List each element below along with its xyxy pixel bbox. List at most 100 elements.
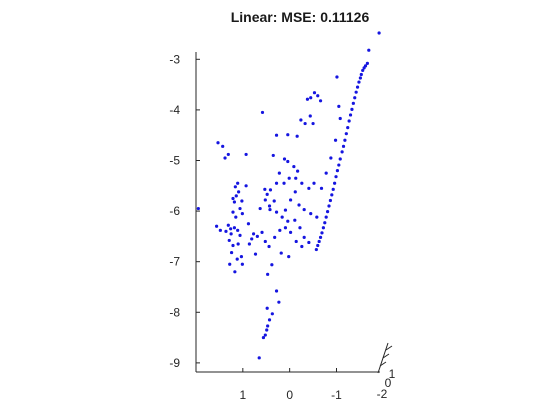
scatter-point (286, 159, 290, 164)
scatter-point (331, 187, 335, 191)
scatter-point (293, 190, 297, 194)
scatter-point (271, 153, 275, 158)
scatter-point (252, 232, 256, 236)
scatter-point (300, 244, 304, 249)
scatter-point (324, 215, 328, 219)
scatter-point (267, 204, 272, 208)
scatter-point (231, 196, 235, 201)
scatter-point (261, 335, 266, 340)
scatter-point (215, 224, 219, 228)
scatter-point (307, 240, 311, 245)
scatter-point (318, 235, 323, 239)
scatter-point (330, 193, 334, 197)
scatter-point (361, 68, 365, 73)
scatter-point (272, 199, 276, 203)
scatter-point (297, 203, 301, 207)
scatter-point (324, 171, 328, 175)
scatter-point (288, 198, 293, 202)
scatter-point (359, 72, 363, 77)
scatter-point (235, 257, 239, 261)
scatter-point (344, 132, 348, 136)
scatter-point (266, 324, 270, 328)
scatter-point (307, 186, 311, 190)
axes: -3-4-5-6-7-8-91 0 -110-2 (169, 52, 396, 402)
scatter-point (240, 262, 244, 266)
scatter-point (323, 221, 327, 225)
scatter-point (337, 104, 341, 108)
scatter-point (350, 107, 354, 111)
scatter-point (267, 318, 272, 322)
scatter-point (377, 31, 381, 35)
scatter-point (274, 210, 279, 214)
scatter-point (227, 238, 231, 243)
scatter-point (348, 113, 353, 117)
scatter-point (280, 215, 284, 219)
x-tick-label: 0 (286, 388, 293, 402)
scatter-point (316, 94, 320, 98)
scatter-point (279, 251, 283, 255)
scatter-point (355, 85, 360, 89)
scatter-point (270, 312, 274, 316)
scatter-point (300, 181, 304, 185)
scatter-point (303, 121, 307, 126)
depth-tick-mark (379, 361, 387, 367)
scatter-point (294, 176, 298, 180)
scatter-point (268, 207, 272, 212)
scatter-point (353, 96, 357, 100)
scatter-point (357, 80, 361, 84)
depth-tick-label: -2 (377, 387, 388, 401)
scatter-point (367, 48, 371, 52)
scatter-point (270, 263, 274, 267)
scatter-point (266, 272, 270, 276)
chart-title: Linear: MSE: 0.11126 (231, 9, 370, 25)
scatter-point (258, 206, 262, 211)
scatter-point (334, 175, 338, 179)
scatter-point (302, 207, 306, 212)
scatter-point (351, 101, 355, 105)
scatter-point (277, 171, 281, 175)
scatter-point (315, 215, 319, 219)
scatter-point (286, 133, 290, 137)
scatter-point (231, 243, 235, 248)
scatter-point (293, 218, 297, 222)
z-tick-label: -5 (169, 153, 180, 167)
scatter-point (333, 181, 337, 185)
scatter-point (278, 228, 282, 232)
scatter-point (335, 75, 339, 79)
scatter-point (283, 208, 288, 212)
z-tick-label: -9 (169, 356, 180, 370)
scatter-point (260, 230, 264, 234)
scatter-point (282, 181, 286, 185)
scatter-point (341, 144, 346, 148)
z-tick-label: -7 (169, 255, 180, 269)
scatter-point (316, 243, 320, 248)
scatter-point (333, 138, 338, 142)
scatter-point (320, 231, 324, 235)
scatter-point (265, 306, 269, 310)
scatter-point (274, 181, 279, 185)
scatter-point (309, 96, 313, 100)
scatter-point (236, 228, 240, 232)
scatter-point (296, 169, 300, 173)
scatter-point (312, 181, 316, 185)
depth-tick-label: 0 (385, 376, 392, 390)
scatter-point (338, 116, 342, 121)
scatter-point (229, 250, 234, 255)
scatter-point (305, 97, 310, 101)
scatter-point (327, 204, 331, 208)
scatter-point (223, 156, 227, 160)
scatter-point (216, 141, 220, 145)
scatter-point (274, 289, 279, 293)
scatter-point (255, 234, 259, 238)
scatter-point (312, 91, 317, 95)
scatter-point (358, 76, 362, 80)
scatter-point (328, 198, 332, 203)
scatter-point (343, 138, 347, 142)
scatter-point (263, 187, 267, 191)
scatter-point (288, 230, 293, 234)
scatter-point (238, 233, 242, 237)
scatter-point (236, 181, 240, 185)
scatter-point (283, 226, 288, 230)
scatter-point (335, 169, 340, 173)
